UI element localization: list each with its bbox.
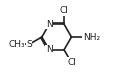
- Text: N: N: [46, 20, 53, 29]
- Text: S: S: [26, 40, 32, 49]
- Text: CH₃: CH₃: [8, 40, 25, 49]
- Text: NH₂: NH₂: [83, 32, 100, 42]
- Text: N: N: [46, 45, 53, 54]
- Text: Cl: Cl: [60, 6, 69, 15]
- Text: Cl: Cl: [67, 58, 76, 67]
